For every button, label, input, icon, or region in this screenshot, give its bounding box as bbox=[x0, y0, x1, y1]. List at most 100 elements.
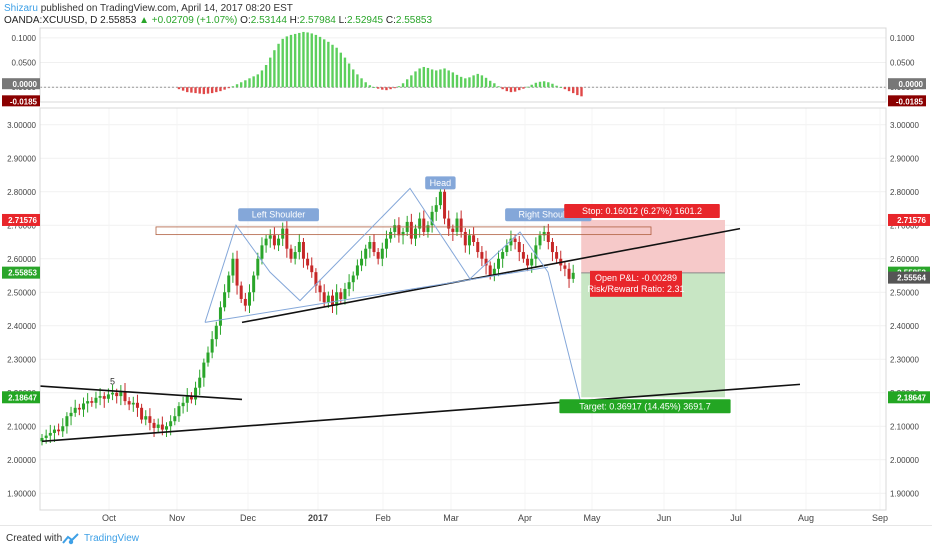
candle-body bbox=[148, 416, 152, 423]
candle-body bbox=[173, 416, 177, 422]
indicator-bar bbox=[352, 69, 355, 88]
candle-body bbox=[202, 362, 206, 378]
candle-body bbox=[214, 325, 218, 340]
ohlc-open-key: O: bbox=[240, 15, 251, 26]
price-badge-right bbox=[888, 213, 930, 226]
footer: Created with TradingView bbox=[0, 525, 932, 551]
indicator-bar bbox=[190, 87, 193, 93]
indicator-bar bbox=[422, 66, 425, 88]
price-tick-label-left: 2.50000 bbox=[7, 288, 36, 297]
candle-body bbox=[272, 235, 276, 246]
candle-body bbox=[144, 416, 148, 420]
time-axis-label: Dec bbox=[240, 513, 257, 523]
indicator-bar bbox=[177, 87, 181, 90]
indicator-bar bbox=[264, 65, 268, 88]
candle-body bbox=[152, 422, 156, 428]
candle-body bbox=[98, 396, 102, 398]
indicator-bar bbox=[534, 82, 538, 88]
pattern-base-line bbox=[204, 266, 549, 323]
publish-info: Shizaru published on TradingView.com, Ap… bbox=[4, 3, 293, 15]
candle-body bbox=[451, 228, 455, 232]
candle-body bbox=[335, 292, 339, 306]
price-tick-label-right: 1.90000 bbox=[890, 489, 919, 498]
candle-body bbox=[372, 242, 376, 253]
symbol-name[interactable]: OANDA:XCUUSD, D bbox=[4, 15, 98, 26]
candle-body bbox=[314, 272, 318, 286]
candle-body bbox=[115, 392, 119, 397]
candle-body bbox=[418, 218, 422, 229]
indicator-bar bbox=[418, 68, 421, 88]
candle-body bbox=[289, 248, 293, 259]
price-badge-left bbox=[2, 213, 40, 226]
indicator-bar bbox=[364, 82, 367, 88]
publish-date: published on TradingView.com, April 14, … bbox=[40, 3, 293, 14]
indicator-badge-text-left: -0.0185 bbox=[10, 97, 38, 106]
candle-body bbox=[463, 231, 467, 246]
pattern-label: Left Shoulder bbox=[252, 210, 306, 220]
time-axis-label: Mar bbox=[443, 513, 459, 523]
time-axis-label: 2017 bbox=[308, 513, 328, 523]
candle-body bbox=[264, 238, 268, 246]
tradingview-link[interactable]: TradingView bbox=[84, 533, 140, 544]
candle-body bbox=[111, 392, 115, 395]
indicator-tick-label-right: 0.1000 bbox=[890, 34, 915, 43]
candle-body bbox=[376, 252, 380, 259]
candle-body bbox=[513, 238, 517, 242]
author-link[interactable]: Shizaru bbox=[4, 3, 38, 14]
ohlc-high: 2.57984 bbox=[299, 15, 336, 26]
candle-body bbox=[256, 258, 260, 276]
candle-body bbox=[351, 275, 355, 283]
indicator-bar bbox=[389, 87, 392, 90]
candle-body bbox=[127, 401, 131, 405]
time-axis-label: Feb bbox=[375, 513, 391, 523]
price-tick-label-right: 2.10000 bbox=[890, 422, 919, 431]
candle-body bbox=[492, 268, 496, 276]
candle-body bbox=[160, 424, 164, 430]
indicator-tick-label-left: 0.1000 bbox=[12, 34, 37, 43]
indicator-bar bbox=[455, 74, 459, 88]
indicator-bar bbox=[439, 69, 442, 88]
candle-body bbox=[484, 258, 488, 266]
indicator-bar bbox=[343, 57, 347, 88]
indicator-bar bbox=[426, 67, 430, 88]
candle-body bbox=[509, 238, 513, 246]
candle-body bbox=[426, 225, 430, 232]
pattern-label: Right Shoulder bbox=[519, 210, 579, 220]
indicator-bar bbox=[368, 85, 372, 88]
candle-body bbox=[140, 407, 144, 420]
indicator-bar bbox=[302, 31, 305, 88]
price-chart[interactable]: 0.10000.10000.05000.05000.00000.00000.00… bbox=[0, 0, 932, 525]
candle-body bbox=[384, 238, 388, 249]
stop-label-bg bbox=[564, 203, 720, 218]
indicator-bar bbox=[289, 34, 293, 88]
candle-body bbox=[501, 252, 505, 259]
indicator-bar bbox=[435, 70, 438, 88]
candle-body bbox=[73, 407, 77, 413]
time-axis-label: Nov bbox=[169, 513, 186, 523]
indicator-bar bbox=[347, 63, 351, 88]
indicator-bar bbox=[260, 70, 264, 88]
candle-body bbox=[94, 397, 98, 403]
candle-body bbox=[322, 292, 326, 303]
candle-body bbox=[40, 437, 44, 442]
stop-zone bbox=[581, 219, 725, 273]
candle-body bbox=[69, 412, 73, 417]
indicator-bar bbox=[298, 32, 301, 88]
candle-body bbox=[343, 288, 347, 299]
indicator-bar bbox=[563, 87, 567, 90]
candle-body bbox=[368, 242, 372, 249]
candle-body bbox=[530, 258, 534, 266]
price-badge-right-text: 2.71576 bbox=[897, 216, 926, 225]
indicator-bar bbox=[198, 87, 201, 94]
indicator-bar bbox=[194, 87, 197, 94]
indicator-bar bbox=[385, 87, 388, 91]
candle-body bbox=[480, 252, 484, 259]
price-pane-border bbox=[39, 107, 887, 511]
price-tick-label-right: 2.40000 bbox=[890, 322, 919, 331]
candle-body bbox=[165, 426, 168, 430]
candle-body bbox=[223, 292, 227, 308]
indicator-bar bbox=[505, 87, 508, 92]
indicator-bar bbox=[501, 87, 504, 90]
candle-body bbox=[409, 221, 413, 239]
candle-body bbox=[505, 245, 509, 253]
